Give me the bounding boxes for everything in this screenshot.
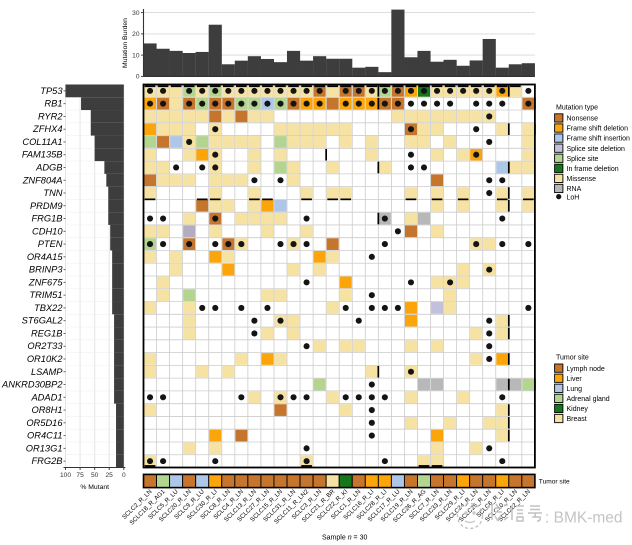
svg-text:FRG1B: FRG1B (32, 214, 63, 224)
svg-text:Kidney: Kidney (567, 406, 589, 413)
svg-text:Tumor site: Tumor site (539, 479, 570, 486)
svg-text:RB1: RB1 (44, 99, 62, 109)
svg-text:LoH: LoH (567, 194, 580, 201)
svg-text:Mutation Burden: Mutation Burden (122, 18, 129, 68)
svg-text:25: 25 (106, 472, 114, 479)
svg-text:100: 100 (60, 472, 71, 479)
svg-text:0: 0 (122, 472, 126, 479)
svg-text:OR8H1: OR8H1 (31, 405, 62, 415)
svg-text:RNA: RNA (567, 186, 582, 193)
svg-text:OR5D16: OR5D16 (26, 418, 63, 428)
svg-text:OR2T33: OR2T33 (27, 341, 63, 351)
svg-text:TP53: TP53 (40, 86, 63, 96)
svg-text:Missense: Missense (567, 176, 597, 183)
svg-text:20: 20 (132, 31, 140, 38)
svg-text:30: 30 (132, 10, 140, 17)
svg-text:ANKRD30BP2: ANKRD30BP2 (1, 380, 63, 390)
svg-text:RYR2: RYR2 (38, 111, 63, 121)
svg-text:Splice site deletion: Splice site deletion (567, 146, 625, 153)
svg-text:OR4A15: OR4A15 (27, 252, 63, 262)
svg-text:PRDM9: PRDM9 (30, 201, 63, 211)
svg-text:ST6GAL2: ST6GAL2 (22, 316, 64, 326)
svg-text:PTEN: PTEN (38, 239, 63, 249)
svg-text:: BMK-med: : BMK-med (545, 510, 623, 527)
svg-text:Lymph node: Lymph node (567, 366, 605, 373)
svg-text:OR4C11: OR4C11 (27, 431, 62, 441)
svg-text:FAM135B: FAM135B (22, 150, 63, 160)
svg-text:Adrenal gland: Adrenal gland (567, 396, 610, 403)
svg-text:BRINP3: BRINP3 (29, 265, 63, 275)
svg-text:OR10K2: OR10K2 (27, 354, 63, 364)
svg-text:TBX22: TBX22 (34, 303, 63, 313)
svg-text:CDH10: CDH10 (32, 226, 63, 236)
svg-text:ZNF675: ZNF675 (28, 277, 63, 287)
svg-text:TNN: TNN (43, 188, 62, 198)
svg-text:LSAMP: LSAMP (31, 367, 63, 377)
svg-text:% Mutant: % Mutant (80, 484, 109, 491)
svg-text:ZNF804A: ZNF804A (22, 175, 63, 185)
svg-text:Frame shift insertion: Frame shift insertion (567, 136, 631, 143)
svg-text:10: 10 (132, 52, 140, 59)
svg-text:FRG2B: FRG2B (32, 456, 63, 466)
svg-text:75: 75 (76, 472, 84, 479)
svg-text:Liver: Liver (567, 376, 583, 383)
svg-text:ADAD1: ADAD1 (30, 392, 62, 402)
svg-text:ZFHX4: ZFHX4 (32, 124, 62, 134)
svg-text:Splice site: Splice site (567, 156, 599, 163)
svg-text:OR13G1: OR13G1 (26, 443, 63, 453)
svg-text:0: 0 (136, 74, 140, 81)
svg-text:COL11A1: COL11A1 (22, 137, 62, 147)
svg-text:Nonsense: Nonsense (567, 116, 599, 123)
svg-text:REG1B: REG1B (31, 328, 63, 338)
svg-text:Sample n = 30: Sample n = 30 (322, 535, 367, 542)
svg-text:TRIM51: TRIM51 (29, 290, 62, 300)
svg-text:Frame shift deletion: Frame shift deletion (567, 126, 629, 133)
svg-text:Tumor site: Tumor site (556, 355, 589, 362)
svg-text:Breast: Breast (567, 416, 587, 423)
svg-text:In frame deletion: In frame deletion (567, 166, 619, 173)
svg-text:Lung: Lung (567, 386, 583, 393)
svg-text:50: 50 (91, 472, 99, 479)
svg-text:ADGB: ADGB (35, 162, 62, 172)
svg-text:Mutation type: Mutation type (556, 105, 598, 112)
